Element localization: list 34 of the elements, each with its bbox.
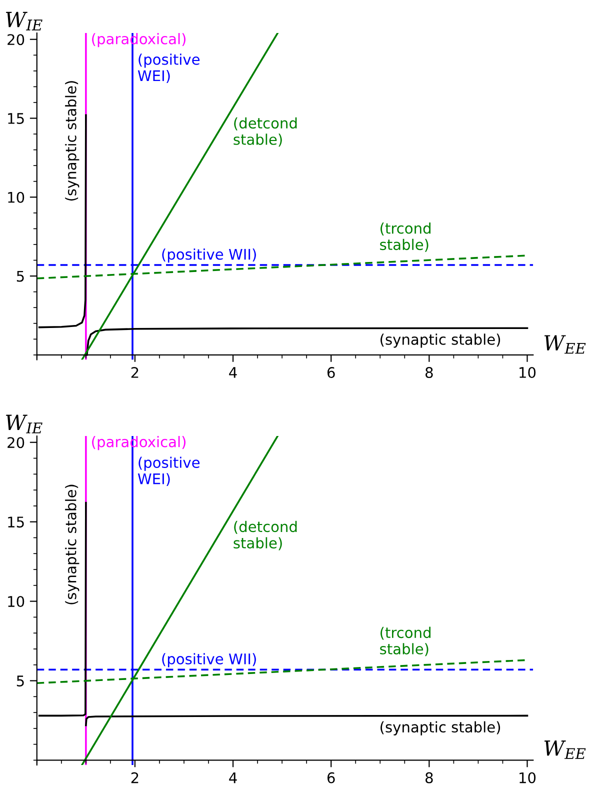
ref-line-label: (positive WEI) xyxy=(138,54,200,83)
y-axis-title: W$_{IE}$ xyxy=(6,414,42,434)
x-tick-label: 10 xyxy=(520,366,536,378)
x-tick-label: 4 xyxy=(229,772,237,784)
x-tick-label: 2 xyxy=(131,772,138,784)
x-tick-label: 6 xyxy=(327,772,335,784)
x-tick-label: 8 xyxy=(426,366,433,378)
x-tick-label: 4 xyxy=(229,367,237,378)
text: (synaptic stable) xyxy=(65,484,80,604)
x-axis-title: W$_{EE}$ xyxy=(544,740,586,759)
series-label: (detcond stable) xyxy=(234,117,297,147)
series-label: (trcond stable) xyxy=(380,222,430,252)
y-tick-label: 10 xyxy=(8,192,24,203)
ref-line-label: (positive WII) xyxy=(162,248,256,263)
y-tick-label: 20 xyxy=(8,34,24,46)
x-tick-label: 8 xyxy=(426,772,433,784)
y-tick-label: 15 xyxy=(8,113,24,124)
x-tick-label: 10 xyxy=(520,772,536,784)
ref-line-label: (positive WEI) xyxy=(138,456,200,486)
y-tick-label: 5 xyxy=(16,270,24,282)
series-label: (synaptic stable) xyxy=(380,334,500,348)
series-label: (synaptic stable) xyxy=(380,721,500,736)
x-tick-label: 6 xyxy=(327,366,335,378)
series-label: (detcond stable) xyxy=(234,520,297,550)
y-tick-label: 20 xyxy=(8,437,24,448)
y-axis-title: W$_{IE}$ xyxy=(6,12,42,30)
y-tick-label: 5 xyxy=(16,676,24,686)
x-axis-title: W$_{EE}$ xyxy=(544,335,586,354)
x-tick-label: 2 xyxy=(131,366,138,378)
y-tick-label: 15 xyxy=(8,516,24,528)
ref-line-label: (positive WII) xyxy=(162,653,256,668)
text: (synaptic stable) xyxy=(65,81,80,201)
series-label: (trcond stable) xyxy=(380,626,430,656)
y-tick-label: 10 xyxy=(8,596,24,608)
